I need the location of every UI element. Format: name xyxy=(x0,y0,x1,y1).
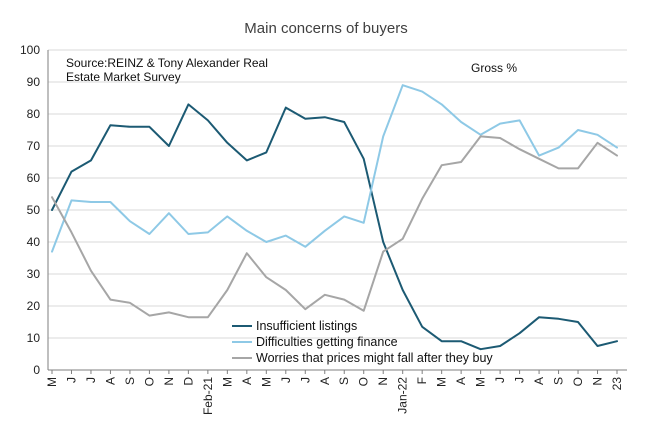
x-tick-label: J xyxy=(84,377,98,383)
x-tick-label: S xyxy=(123,377,137,385)
x-tick-label: A xyxy=(532,377,546,385)
y-tick-label: 90 xyxy=(27,75,41,89)
source-note-line1: Source:REINZ & Tony Alexander Real xyxy=(66,56,268,70)
x-tick-label: S xyxy=(552,377,566,385)
legend: Insufficient listings Difficulties gettin… xyxy=(232,319,493,365)
x-tick-label: J xyxy=(279,377,293,383)
source-note-line2: Estate Market Survey xyxy=(66,70,181,84)
legend-label-2: Difficulties getting finance xyxy=(256,335,398,349)
measure-note: Gross % xyxy=(471,61,517,75)
series-line-1 xyxy=(51,103,618,351)
series-layer xyxy=(51,84,618,351)
x-tick-label: J xyxy=(64,377,78,383)
x-tick-label: D xyxy=(181,377,195,386)
x-tick-label: A xyxy=(103,377,117,385)
x-tick-label: A xyxy=(240,377,254,385)
y-tick-label: 20 xyxy=(27,299,41,313)
x-tick-label: A xyxy=(454,377,468,385)
y-tick-label: 100 xyxy=(20,43,40,57)
x-tick-label: A xyxy=(318,377,332,385)
x-tick-label: J xyxy=(513,377,527,383)
y-tick-label: 70 xyxy=(27,139,41,153)
series-line-3 xyxy=(51,135,618,319)
x-tick-label: O xyxy=(142,377,156,386)
y-tick-label: 80 xyxy=(27,107,41,121)
x-tick-label: N xyxy=(162,377,176,386)
y-tick-label: 10 xyxy=(27,331,41,345)
x-tick-label: M xyxy=(259,377,273,387)
x-tick-label: S xyxy=(337,377,351,385)
x-tick-label: 23 xyxy=(610,377,624,391)
x-tick-label: J xyxy=(493,377,507,383)
chart-title: Main concerns of buyers xyxy=(244,20,407,37)
x-tick-label: M xyxy=(45,377,59,387)
x-tick-label: M xyxy=(435,377,449,387)
y-tick-label: 50 xyxy=(27,203,41,217)
y-tick-label: 0 xyxy=(33,363,40,377)
x-tick-label: N xyxy=(591,377,605,386)
series-line-2 xyxy=(51,84,618,253)
y-tick-label: 60 xyxy=(27,171,41,185)
y-tick-label: 40 xyxy=(27,235,41,249)
x-tick-label: Jan-22 xyxy=(396,377,410,414)
x-tick-label: Feb-21 xyxy=(201,377,215,415)
x-tick-label: F xyxy=(415,377,429,384)
gridlines xyxy=(48,49,627,339)
x-tick-label: J xyxy=(298,377,312,383)
x-tick-label: O xyxy=(357,377,371,386)
x-tick-label: N xyxy=(376,377,390,386)
x-tick-label: M xyxy=(220,377,234,387)
x-tick-label: O xyxy=(571,377,585,386)
legend-label-1: Insufficient listings xyxy=(256,319,357,333)
x-tick-label: M xyxy=(474,377,488,387)
y-tick-label: 30 xyxy=(27,267,41,281)
legend-label-3: Worries that prices might fall after the… xyxy=(256,351,493,365)
